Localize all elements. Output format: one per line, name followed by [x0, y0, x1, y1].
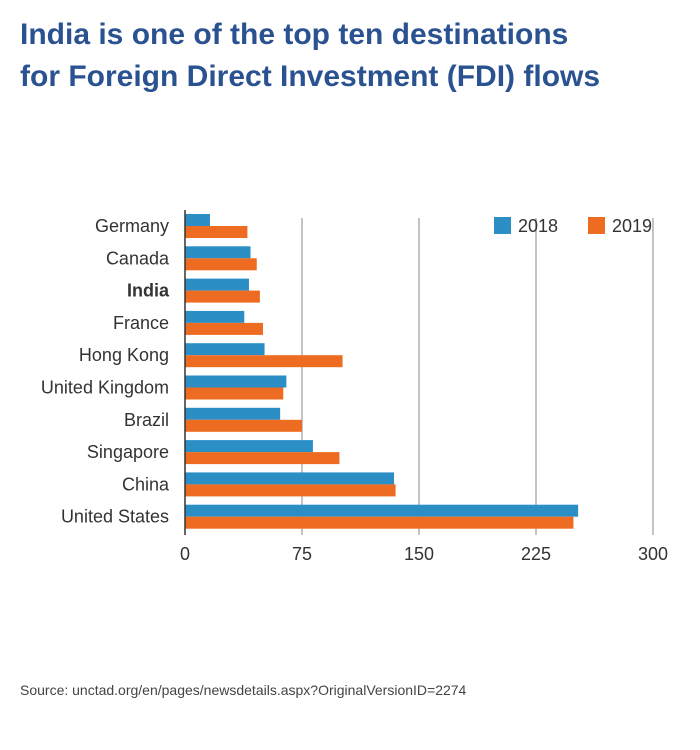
title-line-2: for Foreign Direct Investment (FDI) flow… [20, 60, 601, 93]
bar-2018-india [185, 278, 249, 291]
legend-swatch-2019 [588, 217, 605, 234]
legend-swatch-2018 [494, 217, 511, 234]
source-note: Source: unctad.org/en/pages/newsdetails.… [20, 682, 467, 698]
category-label-france: France [113, 313, 169, 333]
bar-2018-china [185, 472, 395, 485]
bar-2019-hong-kong [185, 355, 343, 368]
category-label-singapore: Singapore [87, 442, 169, 462]
bar-2019-united-kingdom [185, 387, 284, 400]
legend: 2018 2019 [494, 216, 652, 236]
legend-label-2018: 2018 [518, 216, 558, 236]
fdi-bar-chart: Germany Canada India France Hong Kong United … [41, 210, 668, 564]
bar-2018-united-states [185, 504, 579, 517]
bars [185, 214, 579, 529]
title-line-1: India is one of the top ten destinations [20, 18, 569, 51]
x-tick-label-150: 150 [404, 544, 434, 564]
category-label-china: China [122, 474, 170, 494]
x-tick-label-75: 75 [292, 544, 312, 564]
bar-2019-germany [185, 226, 248, 238]
category-label-india: India [127, 281, 170, 301]
x-tick-label-0: 0 [180, 544, 190, 564]
legend-label-2019: 2019 [612, 216, 652, 236]
category-label-united-kingdom: United Kingdom [41, 378, 169, 398]
page-title: India is one of the top ten destinations… [20, 14, 690, 98]
bar-2019-singapore [185, 452, 340, 465]
bar-2018-united-kingdom [185, 375, 287, 388]
x-tick-labels: 0 75 150 225 300 [180, 544, 668, 564]
bar-2019-india [185, 290, 260, 303]
bar-2018-singapore [185, 440, 313, 453]
bar-2018-france [185, 310, 245, 323]
category-label-brazil: Brazil [124, 410, 169, 430]
category-labels: Germany Canada India France Hong Kong United … [41, 216, 170, 527]
bar-2019-france [185, 322, 263, 335]
category-label-united-states: United States [61, 507, 169, 527]
category-label-canada: Canada [106, 248, 170, 268]
bar-2019-united-states [185, 516, 574, 529]
bar-2019-china [185, 484, 396, 497]
x-tick-label-225: 225 [521, 544, 551, 564]
bar-2019-brazil [185, 419, 302, 432]
category-label-hong-kong: Hong Kong [79, 345, 169, 365]
bar-2018-canada [185, 246, 251, 259]
bar-2019-canada [185, 258, 257, 271]
x-tick-label-300: 300 [638, 544, 668, 564]
bar-2018-hong-kong [185, 343, 265, 356]
bar-2018-brazil [185, 407, 281, 420]
bar-2018-germany [185, 214, 210, 226]
category-label-germany: Germany [95, 216, 169, 236]
